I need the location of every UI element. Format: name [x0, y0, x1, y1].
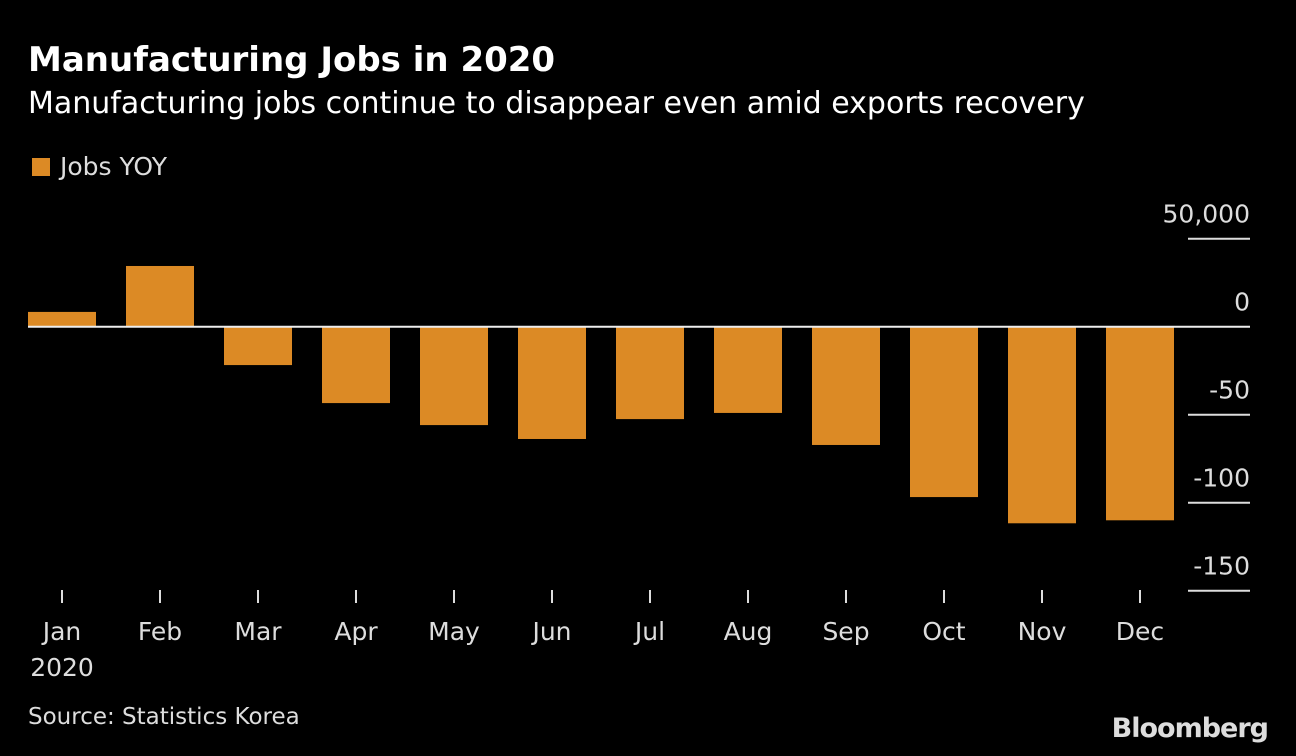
- x-tick-label: Oct: [922, 617, 965, 646]
- x-year-label: 2020: [30, 653, 94, 682]
- chart-title: Manufacturing Jobs in 2020: [28, 40, 556, 80]
- bar-dec: [1106, 326, 1174, 521]
- y-tick-label: 0: [1234, 288, 1250, 317]
- bar-may: [420, 326, 488, 426]
- bar-apr: [322, 326, 390, 404]
- x-tick-label: Jul: [633, 617, 665, 646]
- bar-nov: [1008, 326, 1076, 524]
- x-tick-label: Sep: [822, 617, 869, 646]
- bar-jan: [28, 311, 96, 327]
- y-tick-label: -150: [1193, 552, 1250, 581]
- chart-subtitle: Manufacturing jobs continue to disappear…: [28, 86, 1085, 121]
- bar-sep: [812, 326, 880, 445]
- bloomberg-logo: Bloomberg: [1111, 713, 1269, 744]
- y-tick-label: -100: [1193, 464, 1250, 493]
- bar-mar: [224, 326, 292, 366]
- bar-feb: [126, 265, 194, 327]
- x-tick-label: May: [428, 617, 480, 646]
- x-tick-label: Jun: [530, 617, 571, 646]
- bar-aug: [714, 326, 782, 413]
- legend-swatch: [32, 157, 50, 176]
- y-tick-label: 50,000: [1163, 200, 1250, 229]
- bar-jul: [616, 326, 684, 420]
- bar-jun: [518, 326, 586, 439]
- legend: Jobs YOY: [32, 152, 167, 181]
- x-tick-label: Jan: [41, 617, 82, 646]
- x-tick-label: Feb: [138, 617, 182, 646]
- source-note: Source: Statistics Korea: [28, 704, 300, 730]
- x-tick-label: Apr: [334, 617, 378, 646]
- x-tick-label: Nov: [1018, 617, 1067, 646]
- legend-label: Jobs YOY: [60, 152, 167, 181]
- x-tick-label: Aug: [724, 617, 773, 646]
- x-tick-label: Mar: [234, 617, 282, 646]
- x-tick-label: Dec: [1116, 617, 1164, 646]
- bar-oct: [910, 326, 978, 498]
- y-tick-label: -50: [1209, 376, 1250, 405]
